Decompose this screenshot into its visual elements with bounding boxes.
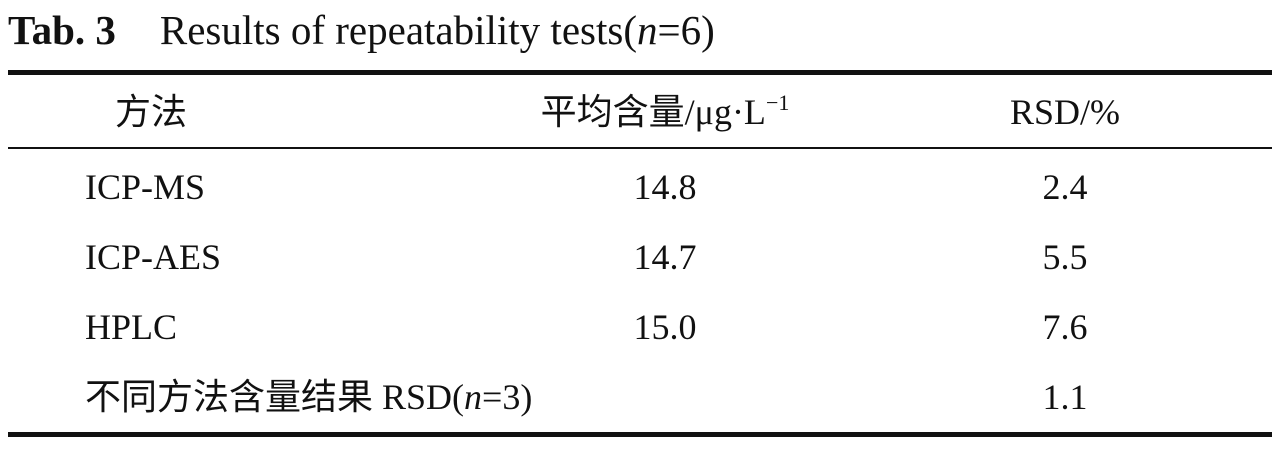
footer-italic: n: [464, 377, 483, 417]
header-cell: 平均含量/μg·L−1: [540, 90, 790, 133]
caption: =6): [657, 7, 715, 53]
footer-text: 不同方法含量结果 RSD(: [85, 377, 465, 417]
table-label: Tab. 3: [8, 7, 116, 53]
table-title: Tab. 3 Results of repeatability tests(n=6…: [8, 6, 715, 54]
header-cell: RSD/%: [1009, 92, 1121, 132]
footer-label: 不同方法含量结果 RSD(n=3): [85, 377, 532, 417]
caption: Results of repeatability tests(: [159, 7, 637, 53]
table-cell: 7.6: [1042, 307, 1088, 347]
header-rule: [8, 147, 1272, 149]
table-cell: ICP-AES: [85, 237, 222, 277]
caption-italic: n: [636, 7, 658, 53]
header-sup: −1: [765, 90, 790, 115]
header-cell: 方法: [115, 92, 188, 132]
table-cell: 15.0: [633, 307, 697, 347]
top-rule: [8, 70, 1272, 75]
bottom-rule: [8, 432, 1272, 437]
table-cell: 5.5: [1042, 237, 1088, 277]
table-cell: 14.7: [633, 237, 697, 277]
table-cell: 2.4: [1042, 167, 1088, 207]
footer-text: =3): [482, 377, 533, 417]
table-cell: HPLC: [85, 307, 178, 347]
table-cell: 14.8: [633, 167, 697, 207]
header-text: 平均含量/μg·L: [540, 92, 766, 132]
footer-value: 1.1: [1042, 377, 1088, 417]
table-cell: ICP-MS: [85, 167, 206, 207]
